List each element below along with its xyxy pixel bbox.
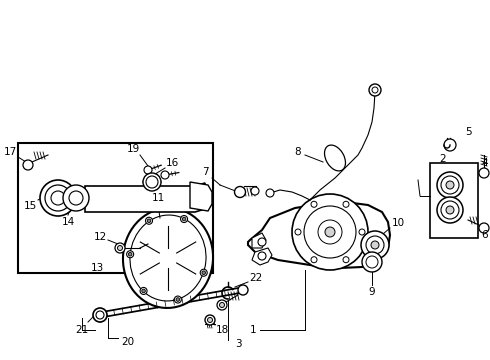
Circle shape bbox=[479, 168, 489, 178]
Circle shape bbox=[69, 191, 83, 205]
Circle shape bbox=[437, 172, 463, 198]
Text: 9: 9 bbox=[368, 287, 375, 297]
Text: 6: 6 bbox=[482, 230, 489, 240]
Circle shape bbox=[251, 187, 259, 195]
Circle shape bbox=[446, 206, 454, 214]
Text: 7: 7 bbox=[202, 167, 208, 177]
Circle shape bbox=[220, 302, 224, 307]
Circle shape bbox=[182, 217, 186, 221]
Polygon shape bbox=[252, 248, 272, 265]
Circle shape bbox=[369, 84, 381, 96]
Circle shape bbox=[325, 227, 335, 237]
Text: 13: 13 bbox=[90, 263, 103, 273]
Circle shape bbox=[147, 219, 151, 222]
Circle shape bbox=[371, 241, 379, 249]
Text: 11: 11 bbox=[151, 193, 165, 203]
Circle shape bbox=[446, 181, 454, 189]
Circle shape bbox=[372, 87, 378, 93]
Circle shape bbox=[258, 238, 266, 246]
Polygon shape bbox=[190, 182, 212, 211]
Circle shape bbox=[143, 173, 161, 191]
Circle shape bbox=[258, 252, 266, 260]
Text: 21: 21 bbox=[75, 325, 89, 335]
Circle shape bbox=[205, 315, 215, 325]
Text: 2: 2 bbox=[440, 154, 446, 164]
Circle shape bbox=[115, 243, 125, 253]
Polygon shape bbox=[252, 233, 266, 248]
Circle shape bbox=[295, 229, 301, 235]
Text: 14: 14 bbox=[61, 217, 74, 227]
Circle shape bbox=[126, 251, 134, 258]
Text: 4: 4 bbox=[482, 158, 489, 168]
Ellipse shape bbox=[324, 145, 345, 171]
Circle shape bbox=[343, 201, 349, 207]
Circle shape bbox=[292, 194, 368, 270]
Ellipse shape bbox=[123, 208, 213, 308]
Text: 22: 22 bbox=[249, 273, 263, 283]
Circle shape bbox=[144, 166, 152, 174]
Circle shape bbox=[96, 311, 104, 319]
Text: 17: 17 bbox=[3, 147, 17, 157]
Text: 3: 3 bbox=[235, 339, 241, 349]
Text: 5: 5 bbox=[465, 127, 471, 137]
Circle shape bbox=[161, 171, 169, 179]
Circle shape bbox=[200, 269, 207, 276]
Circle shape bbox=[180, 216, 188, 222]
Text: 20: 20 bbox=[122, 337, 135, 347]
Circle shape bbox=[359, 229, 365, 235]
Circle shape bbox=[266, 189, 274, 197]
Circle shape bbox=[217, 300, 227, 310]
Circle shape bbox=[142, 289, 146, 293]
Circle shape bbox=[311, 201, 317, 207]
Bar bbox=[18, 143, 213, 273]
Circle shape bbox=[63, 185, 89, 211]
Circle shape bbox=[361, 231, 389, 259]
Polygon shape bbox=[248, 202, 390, 268]
Circle shape bbox=[479, 223, 489, 233]
Circle shape bbox=[441, 176, 459, 194]
Circle shape bbox=[366, 236, 384, 254]
Circle shape bbox=[343, 257, 349, 263]
Circle shape bbox=[174, 296, 181, 303]
Circle shape bbox=[207, 318, 213, 323]
Circle shape bbox=[304, 206, 356, 258]
Circle shape bbox=[128, 252, 132, 256]
Circle shape bbox=[318, 220, 342, 244]
Ellipse shape bbox=[130, 215, 206, 301]
Circle shape bbox=[51, 191, 65, 205]
Circle shape bbox=[23, 160, 33, 170]
Circle shape bbox=[40, 180, 76, 216]
Circle shape bbox=[146, 176, 158, 188]
Circle shape bbox=[441, 201, 459, 219]
Circle shape bbox=[362, 252, 382, 272]
Text: 16: 16 bbox=[166, 158, 179, 168]
Polygon shape bbox=[85, 183, 205, 212]
Circle shape bbox=[45, 185, 71, 211]
Circle shape bbox=[437, 197, 463, 223]
Text: 10: 10 bbox=[392, 218, 405, 228]
Text: 1: 1 bbox=[250, 325, 256, 335]
Circle shape bbox=[140, 287, 147, 294]
Circle shape bbox=[444, 139, 456, 151]
Circle shape bbox=[176, 298, 180, 301]
Circle shape bbox=[311, 257, 317, 263]
Circle shape bbox=[238, 285, 248, 295]
Text: 12: 12 bbox=[94, 232, 107, 242]
Text: 18: 18 bbox=[216, 325, 229, 335]
Circle shape bbox=[93, 308, 107, 322]
Circle shape bbox=[146, 217, 152, 224]
Text: 19: 19 bbox=[126, 144, 140, 154]
Text: 15: 15 bbox=[24, 201, 37, 211]
Text: 8: 8 bbox=[294, 147, 301, 157]
Circle shape bbox=[235, 186, 245, 198]
Circle shape bbox=[118, 246, 122, 251]
Bar bbox=[430, 163, 478, 238]
Circle shape bbox=[366, 256, 378, 268]
Circle shape bbox=[202, 271, 205, 275]
